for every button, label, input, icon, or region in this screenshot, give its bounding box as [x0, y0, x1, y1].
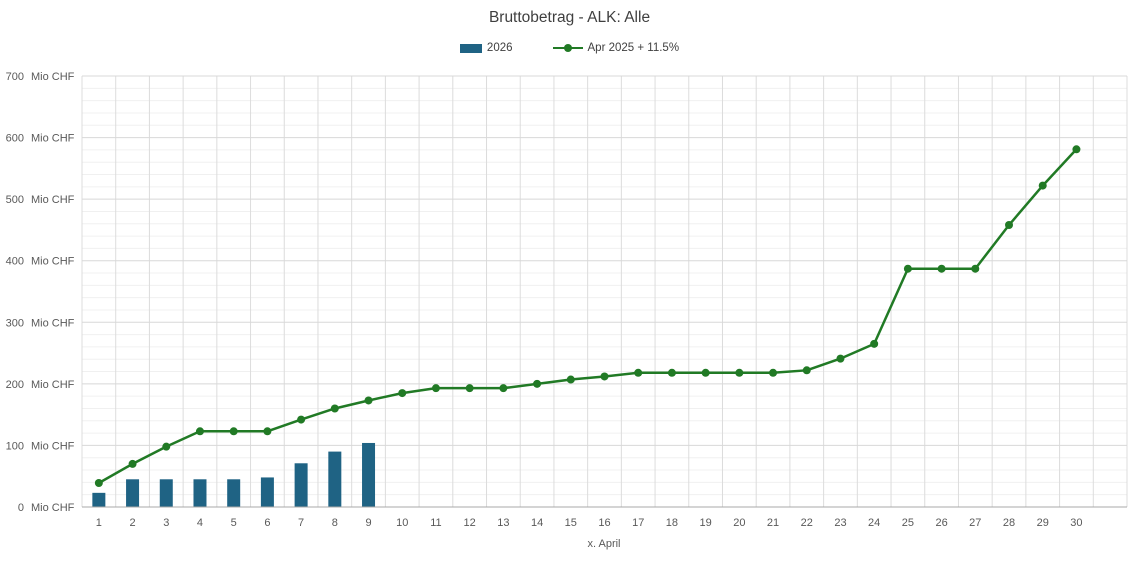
legend-label-2026: 2026	[486, 42, 513, 54]
x-tick-label-29: 29	[1037, 517, 1049, 529]
line-point-day-12[interactable]	[465, 384, 474, 393]
line-point-day-14[interactable]	[533, 379, 542, 388]
x-tick-label-1: 1	[96, 517, 102, 529]
line-point-day-13[interactable]	[499, 384, 508, 393]
line-point-day-2[interactable]	[128, 459, 137, 468]
legend-label-apr-2025: Apr 2025 + 11.5%	[587, 42, 680, 54]
x-tick-label-24: 24	[868, 517, 880, 529]
line-point-day-6[interactable]	[263, 427, 272, 436]
x-tick-label-17: 17	[632, 517, 644, 529]
y-tick-unit: Mio CHF	[31, 71, 75, 83]
line-point-day-17[interactable]	[634, 368, 643, 377]
bar-day-2[interactable]	[126, 479, 140, 507]
line-point-day-4[interactable]	[195, 427, 204, 436]
line-point-day-8[interactable]	[330, 404, 339, 413]
line-point-day-15[interactable]	[566, 375, 575, 384]
line-point-day-24[interactable]	[870, 339, 879, 348]
chart-title: Bruttobetrag - ALK: Alle	[488, 9, 651, 26]
line-point-day-21[interactable]	[769, 368, 778, 377]
y-tick-value: 0	[18, 502, 24, 514]
y-tick-value: 200	[6, 379, 24, 391]
legend-item-2026[interactable]: 2026	[459, 42, 513, 54]
y-tick-value: 700	[6, 71, 24, 83]
line-point-day-30[interactable]	[1072, 145, 1081, 154]
y-tick-value: 600	[6, 133, 24, 145]
line-point-day-23[interactable]	[836, 354, 845, 363]
y-tick-value: 400	[6, 256, 24, 268]
y-tick-value: 100	[6, 440, 24, 452]
line-point-day-16[interactable]	[600, 372, 609, 381]
bar-day-5[interactable]	[227, 479, 241, 507]
x-axis-title: x. April	[587, 538, 620, 550]
y-tick-unit: Mio CHF	[31, 256, 75, 268]
line-point-day-22[interactable]	[802, 366, 811, 375]
x-tick-label-13: 13	[497, 517, 509, 529]
x-tick-label-8: 8	[332, 517, 338, 529]
line-point-day-26[interactable]	[937, 264, 946, 273]
x-tick-label-22: 22	[801, 517, 813, 529]
line-series-dot-icon	[563, 44, 572, 52]
x-tick-label-9: 9	[365, 517, 371, 529]
x-tick-label-7: 7	[298, 517, 304, 529]
y-tick-unit: Mio CHF	[31, 440, 75, 452]
line-point-day-27[interactable]	[971, 264, 980, 273]
x-tick-label-2: 2	[130, 517, 136, 529]
bar-series-swatch-icon	[459, 43, 482, 53]
bar-day-9[interactable]	[362, 442, 376, 507]
x-tick-label-4: 4	[197, 517, 203, 529]
x-tick-label-11: 11	[430, 517, 441, 529]
line-point-day-3[interactable]	[162, 442, 171, 451]
y-tick-unit: Mio CHF	[31, 502, 75, 514]
x-tick-label-19: 19	[700, 517, 712, 529]
chart-legend: 2026 Apr 2025 + 11.5%	[0, 42, 1139, 54]
line-point-day-18[interactable]	[667, 368, 676, 377]
line-point-day-1[interactable]	[94, 478, 103, 487]
line-series-swatch-icon	[552, 44, 583, 53]
line-point-day-20[interactable]	[735, 368, 744, 377]
bar-day-1[interactable]	[92, 492, 106, 507]
x-tick-label-25: 25	[902, 517, 914, 529]
line-point-day-29[interactable]	[1038, 181, 1047, 190]
line-point-day-5[interactable]	[229, 427, 238, 436]
x-tick-label-20: 20	[733, 517, 745, 529]
bar-day-4[interactable]	[193, 479, 207, 507]
bar-day-8[interactable]	[328, 451, 342, 507]
x-tick-label-30: 30	[1070, 517, 1082, 529]
y-tick-unit: Mio CHF	[31, 317, 75, 329]
x-tick-label-15: 15	[565, 517, 577, 529]
x-tick-label-14: 14	[531, 517, 543, 529]
x-tick-label-10: 10	[396, 517, 408, 529]
legend-item-apr-2025[interactable]: Apr 2025 + 11.5%	[552, 42, 680, 54]
y-tick-unit: Mio CHF	[31, 133, 75, 145]
y-tick-value: 500	[6, 194, 24, 206]
x-tick-label-18: 18	[666, 517, 678, 529]
x-tick-label-21: 21	[767, 517, 779, 529]
bar-day-6[interactable]	[260, 477, 274, 507]
line-point-day-7[interactable]	[297, 415, 306, 424]
x-tick-label-26: 26	[935, 517, 947, 529]
line-point-day-11[interactable]	[431, 384, 440, 393]
x-tick-label-16: 16	[598, 517, 610, 529]
x-tick-label-5: 5	[231, 517, 237, 529]
bar-day-3[interactable]	[159, 479, 173, 507]
line-point-day-28[interactable]	[1005, 221, 1014, 230]
line-point-day-19[interactable]	[701, 368, 710, 377]
x-tick-label-23: 23	[834, 517, 846, 529]
line-point-day-10[interactable]	[398, 389, 407, 398]
line-point-day-9[interactable]	[364, 396, 373, 405]
line-point-day-25[interactable]	[903, 264, 912, 273]
x-tick-label-27: 27	[969, 517, 981, 529]
y-tick-unit: Mio CHF	[31, 379, 75, 391]
x-tick-label-3: 3	[163, 517, 169, 529]
x-tick-label-12: 12	[464, 517, 476, 529]
y-tick-value: 300	[6, 317, 24, 329]
y-tick-unit: Mio CHF	[31, 194, 75, 206]
bar-day-7[interactable]	[294, 463, 308, 507]
series-line	[97, 148, 1078, 485]
x-tick-label-28: 28	[1003, 517, 1015, 529]
x-tick-label-6: 6	[264, 517, 270, 529]
